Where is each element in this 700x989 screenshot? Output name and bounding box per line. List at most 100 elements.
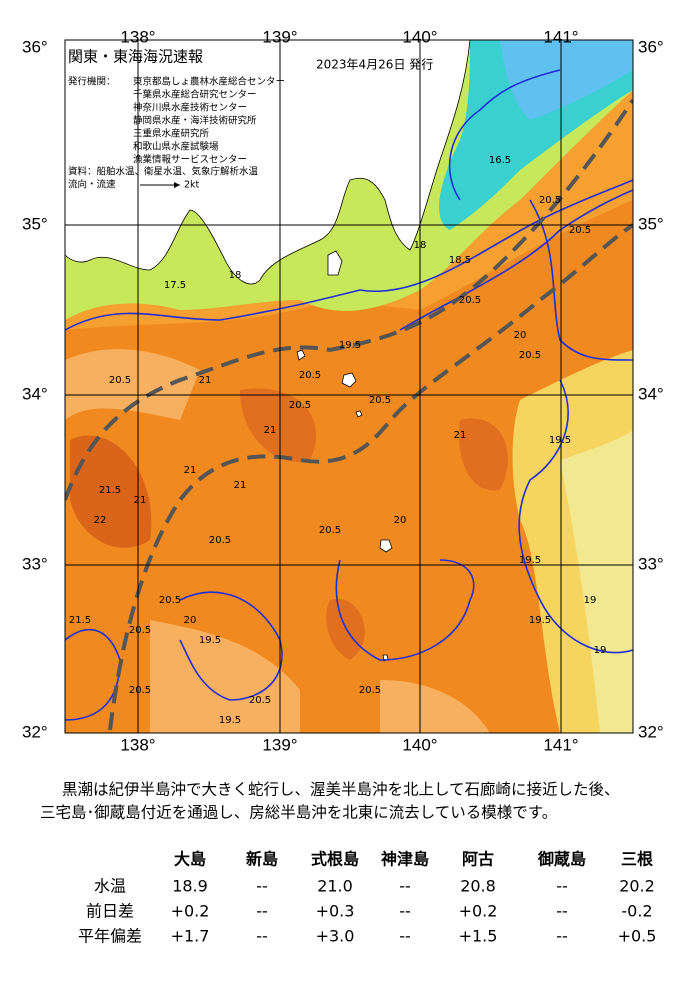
- lat-label: 33°: [638, 554, 664, 573]
- contour-label: 21: [184, 465, 197, 476]
- island: [296, 349, 306, 361]
- contour-line: [399, 189, 633, 331]
- lat-label: 34°: [22, 384, 48, 403]
- contour-labels: 20.520.520.520.5 20.5212121.520.520.52019…: [69, 155, 607, 726]
- cold-sea: [560, 430, 633, 733]
- cell: --: [556, 877, 568, 896]
- issuer: 東京都島しょ農林水産総合センター: [133, 76, 285, 88]
- cell: +0.3: [316, 902, 355, 921]
- issuer: 三重県水産研究所: [133, 128, 210, 140]
- contour-label: 20.5: [159, 595, 181, 606]
- contour-label: 20.5: [519, 350, 541, 361]
- contour-label: 19.5: [219, 715, 241, 726]
- cell: 18.9: [172, 877, 208, 896]
- cell: -0.2: [621, 902, 652, 921]
- contour-label: 20.5: [319, 525, 341, 536]
- contour-label: 19: [584, 595, 597, 606]
- contour-label: 20.5: [109, 375, 131, 386]
- kuroshio-axis: [65, 98, 633, 501]
- cell: --: [256, 877, 268, 896]
- cell: +0.2: [459, 902, 498, 921]
- description-line: 黒潮は紀伊半島沖で大きく蛇行し、渥美半島沖を北上して石廊崎に接近した後、: [62, 781, 620, 799]
- cell: +3.0: [316, 927, 355, 946]
- column-header: 御蔵島: [537, 850, 586, 869]
- lon-label: 141°: [543, 27, 578, 46]
- lon-label: 140°: [402, 27, 437, 46]
- contour-line: [179, 591, 283, 701]
- warm-sea: [65, 200, 633, 733]
- island: [355, 410, 363, 418]
- kuroshio-axis: [108, 223, 633, 731]
- column-header: 式根島: [311, 850, 359, 869]
- contour-label: 20.5: [289, 400, 311, 411]
- contour-label: 20.5: [299, 370, 321, 381]
- contour-label: 16.5: [489, 155, 511, 166]
- column-header: 新島: [246, 850, 278, 869]
- flow-arrowhead: [174, 182, 180, 188]
- contour-label: 20.5: [369, 395, 391, 406]
- lon-label: 138°: [120, 735, 155, 754]
- cell: +1.7: [171, 927, 210, 946]
- contour-label: 20: [184, 615, 197, 626]
- cell: --: [556, 927, 568, 946]
- lat-labels: 36° 35° 34° 33° 32° 36° 35° 34° 33° 32°: [22, 37, 664, 741]
- contour-line: [335, 559, 475, 661]
- lon-labels: 138° 139° 140° 141° 138° 139° 140° 141°: [120, 27, 578, 754]
- island: [327, 250, 343, 276]
- title: 関東・東海海況速報: [68, 48, 203, 66]
- cell: --: [399, 877, 411, 896]
- map: 20.520.520.520.5 20.5212121.520.520.52019…: [65, 40, 633, 733]
- contour-label: 20.5: [459, 295, 481, 306]
- contour-label: 22: [94, 515, 107, 526]
- lat-label: 36°: [22, 37, 48, 56]
- issuers: 発行機関： 東京都島しょ農林水産総合センター 千葉県水産総合研究センター 神奈川…: [68, 76, 285, 191]
- column-header: 大島: [174, 850, 206, 869]
- contour-label: 19.5: [549, 435, 571, 446]
- row-label: 前日差: [86, 902, 134, 921]
- map-frame: [64, 39, 634, 734]
- cell: 20.8: [460, 877, 496, 896]
- contour-label: 19: [594, 645, 607, 656]
- contour-line: [529, 199, 633, 361]
- cell: +0.2: [171, 902, 210, 921]
- cold-water: [500, 40, 633, 120]
- graticule: [65, 40, 633, 733]
- cell: --: [256, 927, 268, 946]
- lon-label: 141°: [543, 735, 578, 754]
- issue-date: 2023年4月26日 発行: [316, 58, 433, 72]
- column-header: 神津島: [381, 850, 429, 869]
- contour-line: [65, 179, 633, 331]
- contour-label: 20.5: [539, 195, 561, 206]
- contour-label: 17.5: [164, 280, 186, 291]
- contour-label: 19.5: [519, 555, 541, 566]
- contour-label: 19.5: [529, 615, 551, 626]
- lat-label: 36°: [638, 37, 664, 56]
- lat-label: 32°: [638, 722, 664, 741]
- land: [65, 40, 471, 285]
- contour-line: [518, 379, 633, 654]
- lon-label: 139°: [262, 735, 297, 754]
- contour-label: 21: [234, 480, 247, 491]
- lon-label: 140°: [402, 735, 437, 754]
- contour-label: 20.5: [249, 695, 271, 706]
- contour-label: 21.5: [69, 615, 91, 626]
- flow-label: 流向・流速: [68, 179, 116, 191]
- contour-label: 20.5: [569, 225, 591, 236]
- lon-label: 138°: [120, 27, 155, 46]
- row-label: 水温: [94, 877, 126, 896]
- island: [341, 372, 357, 388]
- description-line: 三宅島･御蔵島付近を通過し、房総半島沖を北東に流去している模様です。: [40, 804, 557, 822]
- lat-label: 32°: [22, 722, 48, 741]
- lon-label: 139°: [262, 27, 297, 46]
- island: [379, 539, 393, 553]
- contour-label: 21: [199, 375, 212, 386]
- flow-scale: 2kt: [184, 180, 200, 191]
- contour-label: 20.5: [209, 535, 231, 546]
- issuer: 和歌山県水産試験場: [133, 141, 219, 153]
- source: 資料：船舶水温、衛星水温、気象庁解析水温: [68, 166, 259, 178]
- cell: 20.2: [619, 877, 655, 896]
- cell: +1.5: [459, 927, 498, 946]
- cell: --: [556, 902, 568, 921]
- contour-label: 21: [264, 425, 277, 436]
